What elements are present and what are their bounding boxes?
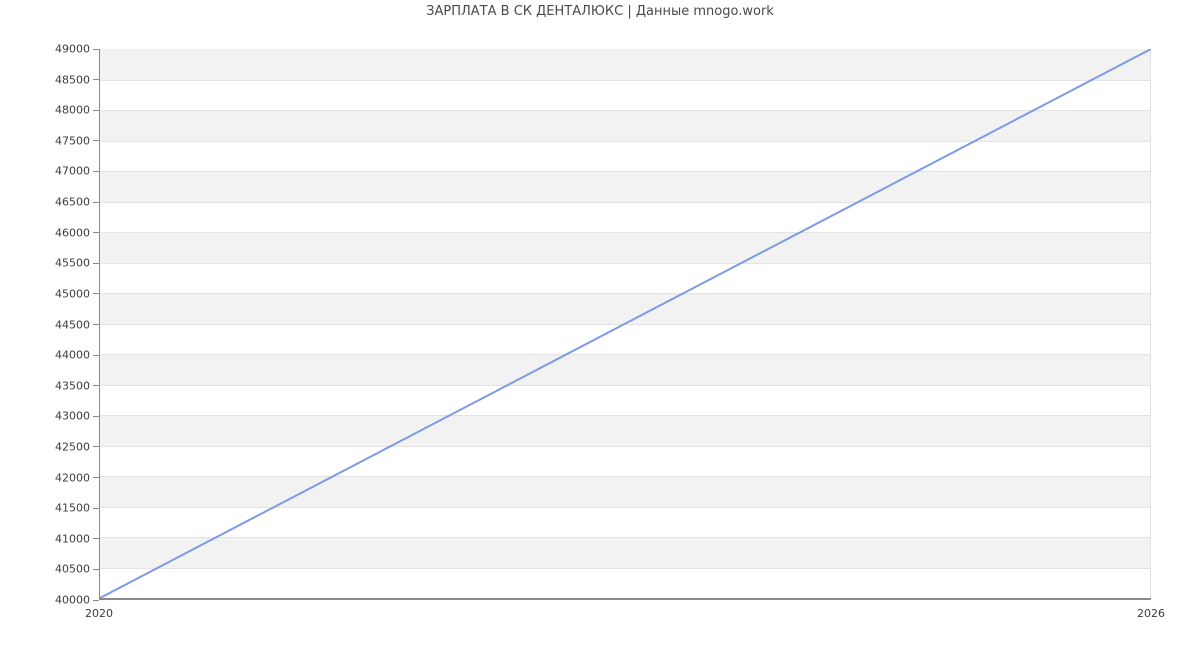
y-tick-mark — [93, 599, 99, 601]
y-tick-mark — [93, 79, 99, 81]
y-gridline — [100, 110, 1151, 111]
y-tick-mark — [93, 354, 99, 356]
y-tick-label: 43500 — [55, 379, 90, 393]
y-tick-label: 48500 — [55, 73, 90, 87]
y-grid-band — [100, 567, 1151, 598]
y-gridline — [100, 476, 1151, 477]
y-gridline — [100, 415, 1151, 416]
x-axis-labels: 2020 2026 — [85, 607, 1165, 623]
y-grid-band — [100, 415, 1151, 446]
y-tick-mark — [93, 170, 99, 172]
y-tick-label: 41000 — [55, 532, 90, 546]
y-tick-mark — [93, 201, 99, 203]
y-grid-band — [100, 171, 1151, 202]
y-tick-label: 46000 — [55, 226, 90, 240]
y-tick-mark — [93, 140, 99, 142]
y-tick-label: 42500 — [55, 440, 90, 454]
y-tick-label: 47500 — [55, 134, 90, 148]
y-gridline — [100, 171, 1151, 172]
y-tick-mark — [93, 507, 99, 509]
chart-title: ЗАРПЛАТА В СК ДЕНТАЛЮКС | Данные mnogo.w… — [426, 4, 774, 19]
y-tick-mark — [93, 538, 99, 540]
y-tick-label: 41500 — [55, 501, 90, 515]
y-tick-label: 49000 — [55, 42, 90, 56]
y-grid-band — [100, 79, 1151, 110]
y-tick-mark — [93, 568, 99, 570]
y-gridline — [100, 506, 1151, 508]
y-grid-band — [100, 110, 1151, 141]
y-tick-mark — [93, 262, 99, 264]
y-tick-mark — [93, 293, 99, 295]
y-tick-label: 44500 — [55, 318, 90, 331]
y-gridline — [100, 140, 1151, 142]
y-tick-mark — [93, 415, 99, 417]
y-tick-label: 47000 — [55, 164, 90, 178]
y-tick-label: 44000 — [55, 348, 90, 362]
y-grid-band — [100, 476, 1151, 507]
y-grid-band — [100, 323, 1151, 354]
y-gridline — [100, 537, 1151, 538]
y-tick-label: 48000 — [55, 103, 90, 117]
y-grid-band — [100, 506, 1151, 537]
line-series-svg — [100, 49, 1151, 598]
y-gridline — [100, 232, 1151, 233]
y-grid-band — [100, 232, 1151, 263]
y-grid-band — [100, 354, 1151, 385]
y-gridline — [100, 262, 1151, 264]
y-tick-mark — [93, 385, 99, 387]
y-gridline — [100, 384, 1151, 386]
y-gridline — [100, 201, 1151, 203]
y-gridline — [100, 354, 1151, 355]
y-gridline — [100, 567, 1151, 569]
y-tick-mark — [93, 477, 99, 479]
salary-line — [100, 49, 1151, 598]
plot-area — [99, 49, 1151, 600]
y-grid-band — [100, 384, 1151, 415]
y-grid-band — [100, 201, 1151, 232]
y-axis-labels: 40000 40500 41000 41500 42000 42500 43000 43500… — [0, 43, 90, 607]
y-tick-label: 40000 — [55, 593, 90, 607]
y-tick-mark — [93, 48, 99, 50]
y-tick-mark — [93, 109, 99, 111]
y-grid-band — [100, 293, 1151, 324]
y-grid-band — [100, 49, 1151, 80]
y-tick-label: 45000 — [55, 287, 90, 301]
y-tick-label: 42000 — [55, 471, 90, 485]
y-tick-mark — [93, 446, 99, 448]
x-tick-label: 2020 — [85, 607, 113, 620]
y-gridline — [100, 445, 1151, 447]
y-tick-label: 40500 — [55, 562, 90, 576]
y-tick-label: 46500 — [55, 195, 90, 209]
y-tick-mark — [93, 324, 99, 325]
x-tick-label: 2026 — [1137, 607, 1165, 620]
y-grid-band — [100, 140, 1151, 171]
y-tick-label: 45500 — [55, 256, 90, 270]
y-grid-band — [100, 445, 1151, 476]
y-grid-band — [100, 537, 1151, 568]
y-gridline — [100, 79, 1151, 81]
y-grid-band — [100, 262, 1151, 293]
y-axis-tick-marks — [93, 48, 99, 601]
y-gridline — [100, 293, 1151, 294]
y-tick-mark — [93, 232, 99, 234]
y-tick-label: 43000 — [55, 409, 90, 423]
